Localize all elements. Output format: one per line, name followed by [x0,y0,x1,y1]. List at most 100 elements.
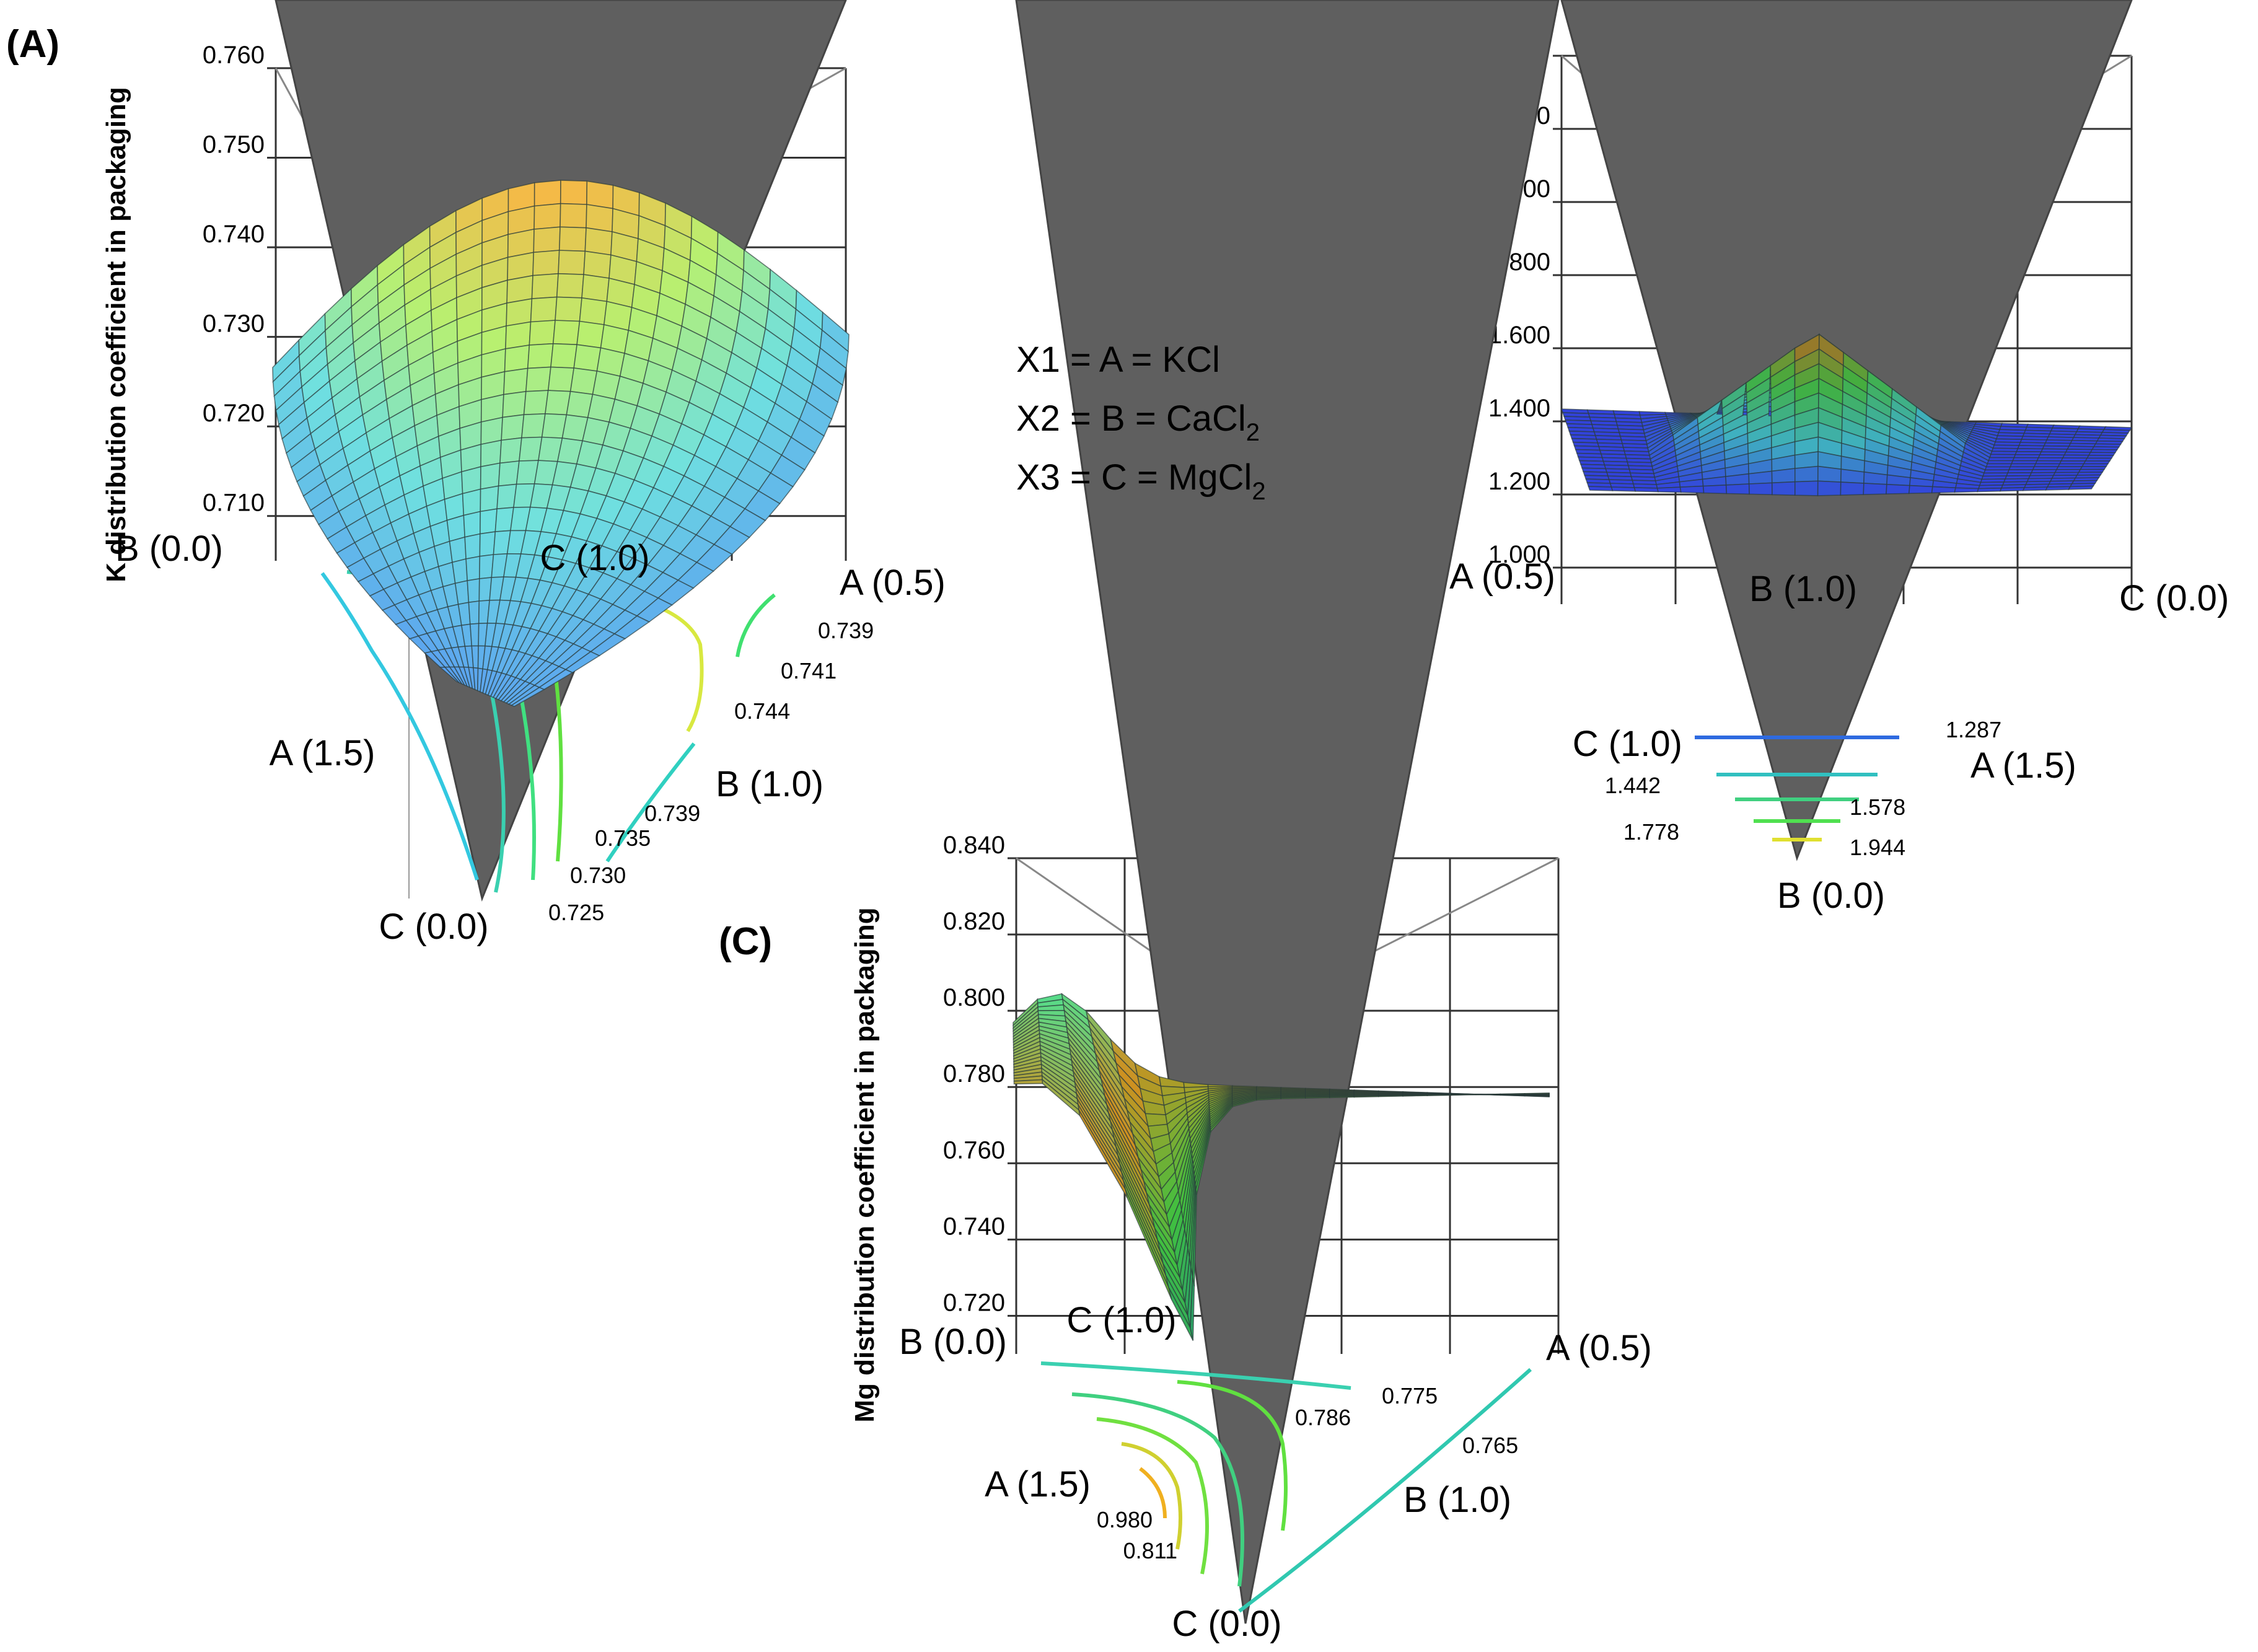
contour-lines [1695,736,1899,841]
surface-cell [1817,480,1842,496]
contour-lines [1040,1361,1532,1613]
surface-cell [452,558,468,584]
corner-label-c-bottom: C (1.0) [1573,724,1682,764]
corner-label-c-top: C (0.0) [2119,578,2229,618]
corner-labels: B (0.0) C (1.0) A (0.5) A (1.5) B (1.0) C (0.… [115,529,946,947]
corner-label-a-bottom: A (1.5) [985,1464,1091,1505]
surface-cell [462,488,481,516]
contour-line [1177,1380,1288,1531]
surface-cell [550,343,578,369]
z-axis-label: Mg distribution coefficient in packaging [850,907,880,1422]
surface-cell [523,390,549,416]
surface-cell [1633,487,1659,493]
z-axis: 0.710 0.720 0.730 0.740 0.750 0.760 [203,42,276,517]
surface-cell [558,250,586,275]
corner-label-b-bottom: B (0.0) [1777,876,1885,916]
surface-cell [530,296,558,323]
corner-label-a-top: A (0.5) [1546,1328,1652,1368]
z-tick-label: 0.740 [943,1213,1005,1240]
surface-cell [479,531,496,557]
legend-row: X1 = A = KCl [1016,340,1220,380]
surface-cell [1610,486,1636,492]
surface-cell [521,413,546,439]
contour-labels: 1.287 1.442 1.578 1.778 1.944 [1605,717,2001,860]
surface-cell [501,414,525,441]
surface-cell [498,460,520,487]
contour-label: 0.739 [644,801,700,826]
surface-cell [1908,485,1933,494]
panel-title: (A) [6,23,59,66]
surface-cell [1863,483,1887,495]
corner-label-c-top: C (1.0) [1066,1300,1176,1340]
legend-subscript: 2 [1252,478,1265,505]
contour-label: 1.944 [1850,835,1905,860]
z-tick-label: 1.000 [1488,541,1550,568]
surface-cell [586,204,613,232]
contour-line [1071,1392,1244,1587]
surface-cell [1451,1094,1477,1096]
panel-b: (B)1.0001.2001.4001.6001.8002.0002.2002.… [1239,0,2229,916]
surface-cell [1305,1096,1330,1099]
surface-cell [560,203,587,229]
surface-cell [525,366,551,392]
z-tick-label: 0.800 [943,984,1005,1011]
surface-cell [464,533,481,560]
surface-cell [502,390,527,418]
corner-label-b-bottom: B (1.0) [716,764,824,804]
contour-line [605,742,696,863]
surface-cell [1524,1092,1550,1094]
contour-line [320,572,479,881]
contour-label: 1.778 [1623,819,1679,845]
surface-cell [1840,468,1865,484]
surface-cell [1725,483,1751,495]
corner-label-b-top: B (0.0) [115,529,223,569]
surface-cell [1977,487,2003,493]
panel-c: (C) 0.720 0.740 0.760 0.780 0.800 0.820 0.840 Mg… [719,0,1652,1644]
legend-text: X3 = C = MgCl [1016,457,1252,498]
surface-cell [531,273,559,299]
contour-label: 1.287 [1946,717,2001,742]
z-tick-label: 0.750 [203,131,265,159]
surface [272,180,850,707]
surface-cell [558,226,587,252]
contour-label: 0.735 [595,825,651,851]
contour-label: 1.442 [1605,773,1661,798]
contour-label: 1.578 [1850,794,1905,820]
z-tick-label: 0.760 [203,42,265,69]
surface-cell [529,320,556,346]
z-tick-label: 0.730 [203,310,265,338]
z-tick-label: 0.820 [943,908,1005,935]
corner-label-c-bottom: C (0.0) [379,907,488,947]
base-triangle [1015,0,1560,1624]
corner-label-a-bottom: A (1.5) [1970,745,2076,786]
surface-cell [573,344,602,372]
contour-label: 0.811 [1123,1538,1177,1563]
surface-cell [586,180,614,209]
surface-cell [547,366,575,392]
surface-cell [584,227,613,256]
surface-cell [1931,486,1956,494]
surface-cell [1795,465,1819,483]
surface-cell [2022,486,2049,491]
surface-cell [1378,1095,1404,1097]
surface-cell [1886,483,1910,495]
surface-cell [1794,450,1819,469]
corner-label-b-bottom: B (1.0) [1404,1480,1511,1520]
surface-cell [1840,481,1865,496]
z-tick-label: 0.840 [943,832,1005,859]
z-tick-label: 0.760 [943,1136,1005,1164]
contour-label: 0.744 [734,698,790,724]
corner-label-b-top: B (1.0) [1749,569,1857,609]
panel-title: (C) [719,920,772,963]
corner-label-c-bottom: C (0.0) [1172,1604,1281,1644]
surface-cell [1999,487,2026,492]
legend-text: X1 = A = KCl [1016,340,1220,380]
z-axis-label: K distribution coefficient in packaging [101,87,131,582]
surface-cell [1795,480,1819,496]
corner-label-a-bottom: A (1.5) [270,733,376,773]
surface-cell [552,320,581,346]
surface-cell [1353,1096,1379,1098]
surface-cell [560,180,588,205]
